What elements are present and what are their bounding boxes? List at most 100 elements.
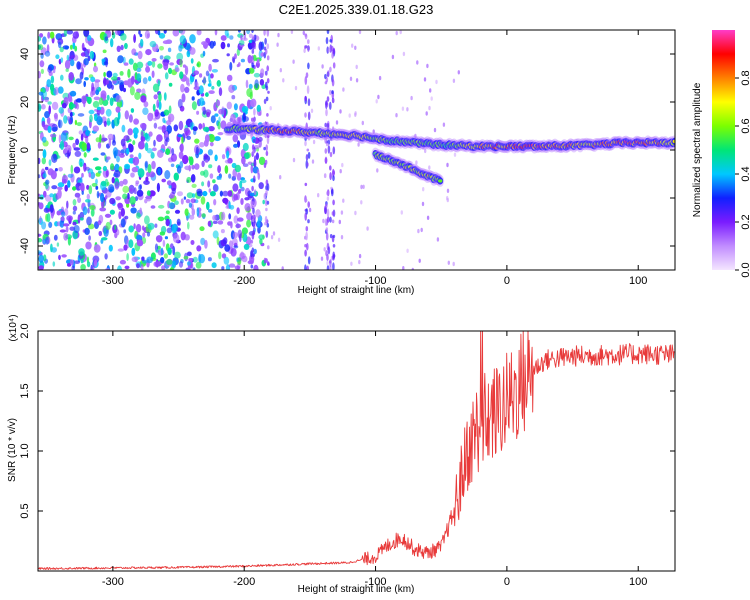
noise-blob xyxy=(255,209,261,218)
noise-blob xyxy=(201,106,205,111)
spectrogram-y-tick-label: 40 xyxy=(19,48,31,60)
noise-blob xyxy=(257,172,261,180)
noise-blob xyxy=(147,222,155,230)
noise-blob xyxy=(67,263,72,267)
noise-blob-faint xyxy=(312,139,316,145)
noise-blob xyxy=(127,192,130,200)
noise-blob-faint xyxy=(415,160,418,165)
noise-blob xyxy=(239,131,247,140)
noise-blob xyxy=(226,53,230,57)
noise-blob xyxy=(212,58,219,63)
noise-blob xyxy=(136,239,144,247)
noise-blob-faint xyxy=(362,184,365,189)
noise-blob xyxy=(41,89,47,99)
noise-blob xyxy=(68,96,73,104)
noise-blob xyxy=(150,152,155,159)
noise-blob xyxy=(85,199,91,203)
noise-streak xyxy=(264,37,267,45)
noise-blob xyxy=(258,111,262,116)
noise-blob xyxy=(212,220,218,224)
noise-blob xyxy=(237,229,243,239)
noise-blob-faint xyxy=(331,211,334,216)
noise-blob xyxy=(179,59,183,68)
ridge-core xyxy=(438,179,443,183)
noise-blob xyxy=(85,241,92,250)
noise-blob xyxy=(232,57,235,64)
noise-blob xyxy=(110,38,114,48)
snr-y-ticks: 0.5 1.0 1.5 2.0 xyxy=(19,323,675,519)
noise-blob xyxy=(256,104,261,112)
noise-blob xyxy=(57,189,62,199)
noise-streak xyxy=(252,214,256,219)
noise-blob-faint xyxy=(446,196,449,201)
noise-blob-faint xyxy=(332,98,335,104)
noise-blob xyxy=(147,163,152,174)
noise-blob xyxy=(131,48,137,56)
noise-blob xyxy=(115,30,121,36)
noise-blob xyxy=(57,182,65,188)
noise-blob xyxy=(62,92,70,100)
colorbar: 0.0 0.2 0.4 0.6 0.8 Normalized spectral ampl… xyxy=(692,30,750,278)
noise-blob xyxy=(181,135,184,145)
noise-blob xyxy=(117,80,124,85)
noise-blob xyxy=(170,243,174,250)
noise-blob xyxy=(126,147,130,155)
noise-blob xyxy=(136,67,142,73)
noise-blob xyxy=(49,204,54,213)
noise-blob xyxy=(124,265,130,270)
noise-blob xyxy=(65,68,69,72)
noise-blob xyxy=(128,225,134,233)
noise-blob xyxy=(120,44,124,51)
noise-blob xyxy=(210,115,216,124)
noise-blob xyxy=(123,244,128,251)
noise-streak xyxy=(325,227,329,232)
noise-blob xyxy=(221,154,226,160)
noise-blob xyxy=(181,93,186,103)
noise-blob xyxy=(38,250,42,255)
noise-blob xyxy=(57,119,63,129)
noise-blob xyxy=(191,101,197,111)
noise-blob xyxy=(122,178,128,185)
snr-y-tick-label: 2.0 xyxy=(19,323,31,338)
noise-blob xyxy=(238,30,241,33)
noise-blob xyxy=(192,126,198,132)
noise-streak xyxy=(251,185,254,192)
noise-streak xyxy=(329,165,332,171)
noise-blob xyxy=(79,161,83,168)
noise-blob xyxy=(115,95,122,103)
noise-blob-faint xyxy=(341,162,344,168)
noise-blob-faint xyxy=(377,94,380,100)
noise-blob xyxy=(128,114,133,123)
noise-blob-faint xyxy=(423,77,427,82)
noise-blob xyxy=(52,126,58,132)
noise-blob xyxy=(124,110,129,120)
spectrogram-y-ticks: -40 -20 0 20 40 xyxy=(19,48,675,254)
noise-blob xyxy=(256,58,260,64)
noise-blob xyxy=(190,174,196,183)
noise-blob xyxy=(164,236,168,240)
noise-streak xyxy=(263,30,266,36)
noise-blob xyxy=(88,172,92,178)
noise-blob xyxy=(229,61,233,71)
noise-blob xyxy=(69,259,74,266)
noise-blob-faint xyxy=(422,187,425,192)
noise-blob xyxy=(101,237,108,241)
noise-blob xyxy=(209,191,216,197)
noise-blob xyxy=(163,253,168,259)
noise-blob xyxy=(98,170,102,174)
noise-blob xyxy=(71,103,76,109)
noise-blob xyxy=(79,158,82,162)
noise-streak xyxy=(326,96,330,102)
noise-blob xyxy=(61,254,67,258)
noise-blob xyxy=(89,205,96,211)
noise-blob-faint xyxy=(272,231,276,236)
noise-blob xyxy=(157,63,163,69)
noise-streak xyxy=(307,256,311,265)
noise-blob xyxy=(138,140,145,150)
noise-streak xyxy=(326,142,329,147)
noise-blob-faint xyxy=(276,42,279,47)
noise-blob xyxy=(83,58,89,66)
noise-blob-faint xyxy=(306,162,309,167)
noise-blob xyxy=(173,124,179,132)
noise-blob xyxy=(97,220,102,226)
